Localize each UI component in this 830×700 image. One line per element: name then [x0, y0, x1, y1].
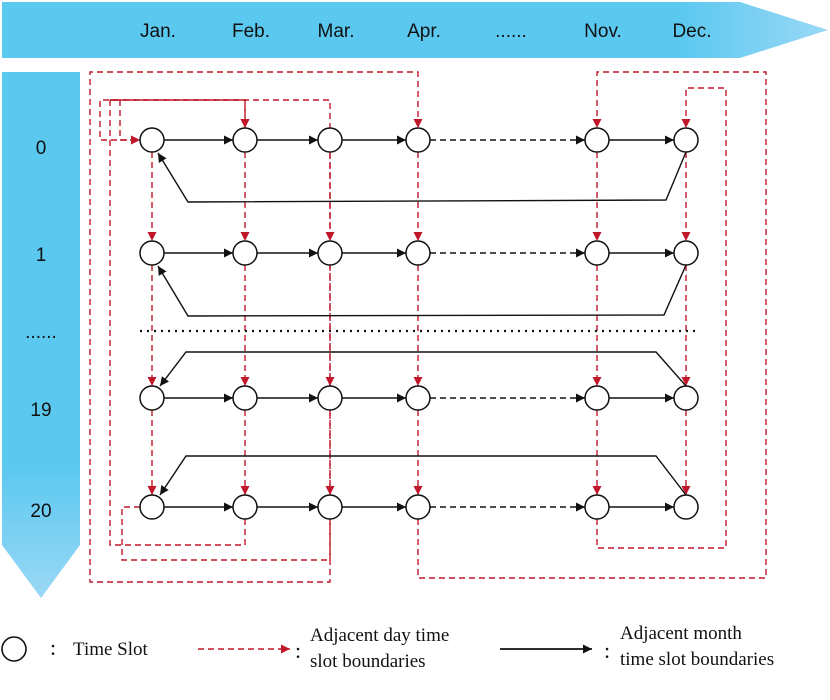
time-slot-node: [673, 494, 699, 520]
time-slot-nodes: [139, 127, 699, 520]
time-slot-node: [317, 494, 343, 520]
time-slot-node: [405, 127, 431, 153]
month-labels: Jan. Feb. Mar. Apr....... Nov. Dec.: [140, 21, 712, 42]
time-slot-node: [405, 240, 431, 266]
time-slot-node: [405, 385, 431, 411]
time-slot-node: [317, 127, 343, 153]
month-label: Apr.: [407, 21, 441, 42]
time-slot-node: [673, 385, 699, 411]
time-slot-node: [584, 385, 610, 411]
time-slot-node: [405, 494, 431, 520]
day-labels: 0 1...... 19 20: [25, 138, 57, 522]
time-slot-node: [139, 385, 165, 411]
legend-day-label-line1: Adjacent day time: [310, 625, 449, 646]
time-slot-node: [673, 240, 699, 266]
month-label: Dec.: [672, 21, 711, 42]
red-loop-jan-entry: [110, 99, 140, 145]
time-slot-node: [232, 240, 258, 266]
month-label: ......: [495, 21, 527, 42]
legend-month-label-line2: time slot boundaries: [620, 649, 774, 670]
legend-month-label-line1: Adjacent month: [620, 623, 742, 644]
month-label: Mar.: [318, 21, 355, 42]
day-label: 20: [30, 501, 51, 522]
month-label: Nov.: [584, 21, 622, 42]
red-loop-nov: [596, 87, 727, 549]
time-slot-node: [139, 494, 165, 520]
day-label: 0: [36, 138, 47, 159]
wrap-arrow-day19: [159, 351, 687, 387]
day-label: 19: [30, 400, 51, 421]
month-label: Feb.: [232, 21, 270, 42]
day-label: ......: [25, 322, 57, 343]
red-loop-feb-entry: [110, 99, 250, 128]
time-slot-node: [673, 127, 699, 153]
day-banner: [2, 72, 80, 598]
red-loop-apr: [417, 71, 767, 579]
time-slot-node: [139, 127, 165, 153]
time-slot-node: [232, 385, 258, 411]
time-slot-node: [317, 385, 343, 411]
legend-day-label-line2: slot boundaries: [310, 651, 426, 672]
month-boundary-links: [157, 135, 687, 512]
legend-time-slot-label: Time Slot: [73, 639, 149, 660]
time-slot-node: [584, 127, 610, 153]
time-slot-node: [584, 240, 610, 266]
time-slot-node: [232, 127, 258, 153]
wrap-arrow-day20: [159, 455, 687, 496]
wrap-arrow-day0: [157, 151, 687, 203]
time-slot-node: [317, 240, 343, 266]
red-loop-feb: [109, 99, 250, 546]
month-banner: [2, 2, 828, 58]
legend-colon: :: [295, 638, 301, 663]
red-loop-mar: [89, 71, 423, 583]
time-slot-node: [584, 494, 610, 520]
legend: : Time Slot : Adjacent day time slot bou…: [1, 623, 774, 672]
wrap-arrow-day1: [157, 264, 687, 317]
day-boundary-links: [89, 71, 767, 583]
legend-colon: :: [50, 635, 56, 660]
time-slot-node: [139, 240, 165, 266]
time-slot-node: [232, 494, 258, 520]
legend-colon: :: [604, 638, 610, 663]
day-label: 1: [36, 245, 47, 266]
red-loop-jan: [99, 99, 331, 561]
month-label: Jan.: [140, 21, 176, 42]
legend-time-slot-icon: [1, 636, 27, 662]
